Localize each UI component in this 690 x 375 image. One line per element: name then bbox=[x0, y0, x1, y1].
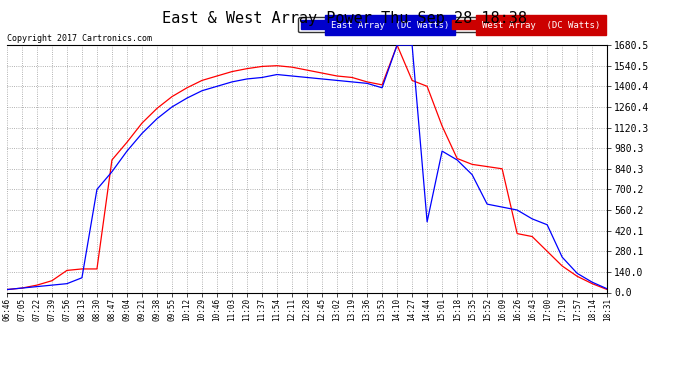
Text: East & West Array Power Thu Sep 28 18:38: East & West Array Power Thu Sep 28 18:38 bbox=[163, 11, 527, 26]
Legend: East Array  (DC Watts), West Array  (DC Watts): East Array (DC Watts), West Array (DC Wa… bbox=[299, 17, 602, 32]
Text: Copyright 2017 Cartronics.com: Copyright 2017 Cartronics.com bbox=[7, 33, 152, 42]
